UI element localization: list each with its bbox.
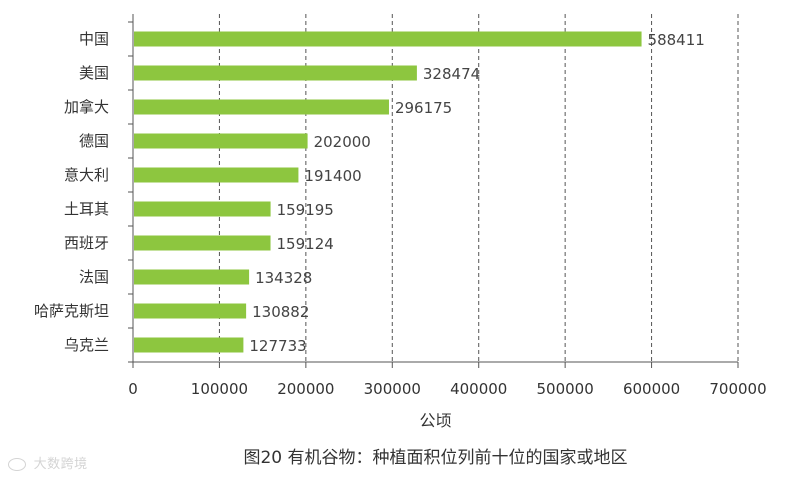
watermark: 大数跨境 <box>8 453 88 472</box>
x-tick-label: 600000 <box>623 380 680 398</box>
x-tick-label: 0 <box>128 380 138 398</box>
x-axis-title: 公顷 <box>419 411 451 430</box>
bar <box>134 303 247 319</box>
chart-caption: 图20 有机谷物：种植面积位列前十位的国家或地区 <box>243 448 627 468</box>
x-tick-label: 200000 <box>277 380 334 398</box>
x-tick-label: 500000 <box>537 380 594 398</box>
x-tick-label: 300000 <box>364 380 421 398</box>
category-label: 哈萨克斯坦 <box>34 302 109 320</box>
watermark-text: 大数跨境 <box>33 457 88 472</box>
data-label: 328474 <box>423 65 480 83</box>
category-label: 乌克兰 <box>64 336 109 354</box>
category-label: 西班牙 <box>64 234 109 252</box>
bar <box>134 31 642 47</box>
bar <box>134 201 271 217</box>
category-label: 中国 <box>79 30 109 48</box>
category-label: 美国 <box>79 64 109 82</box>
data-label: 130882 <box>252 303 309 321</box>
logo-icon <box>8 458 26 471</box>
category-label: 德国 <box>79 132 109 150</box>
category-label: 加拿大 <box>64 98 109 116</box>
data-label: 296175 <box>395 99 452 117</box>
data-label: 588411 <box>648 31 705 49</box>
data-label: 159195 <box>277 201 334 219</box>
data-label: 127733 <box>249 337 306 355</box>
x-tick-label: 100000 <box>191 380 248 398</box>
bar <box>134 269 250 285</box>
category-label: 法国 <box>79 268 109 286</box>
bar <box>134 235 271 251</box>
axes: 0 100000 200000 300000 400000 500000 600000 700… <box>34 14 767 398</box>
data-label: 202000 <box>314 133 371 151</box>
data-label: 191400 <box>304 167 361 185</box>
bar <box>134 65 417 81</box>
category-label: 意大利 <box>64 166 109 184</box>
bar <box>134 167 299 183</box>
bar <box>134 337 244 353</box>
x-tick-label: 700000 <box>709 380 766 398</box>
x-tick-label: 400000 <box>450 380 507 398</box>
bar <box>134 99 389 115</box>
bar <box>134 133 308 149</box>
category-label: 土耳其 <box>64 200 109 218</box>
data-label: 134328 <box>255 269 312 287</box>
data-label: 159124 <box>277 235 334 253</box>
bars: 588411 328474 296175 202000 191400 159195 1591… <box>134 31 705 355</box>
